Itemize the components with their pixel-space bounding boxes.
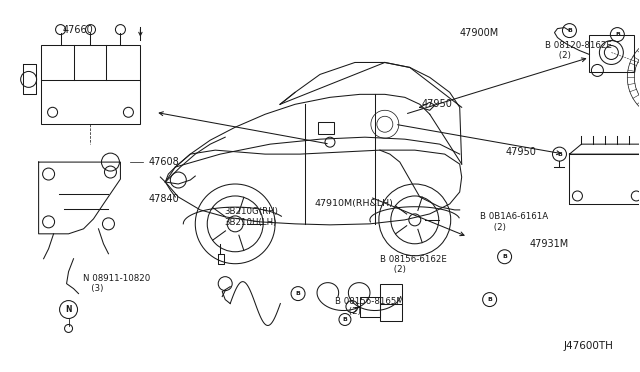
Text: 47660: 47660: [63, 25, 93, 35]
Text: B: B: [487, 297, 492, 302]
Text: 47931M: 47931M: [529, 239, 569, 249]
Text: B 08156-8165M
     (2): B 08156-8165M (2): [335, 297, 404, 316]
Text: B: B: [615, 32, 620, 37]
Text: B: B: [502, 254, 507, 259]
Text: 47950: 47950: [422, 99, 452, 109]
Text: B: B: [342, 317, 348, 322]
Text: B 08120-8162E
     (2): B 08120-8162E (2): [545, 41, 611, 60]
Bar: [40, 45, 140, 124]
Text: B 0B1A6-6161A
     (2): B 0B1A6-6161A (2): [479, 212, 548, 231]
Text: B: B: [567, 28, 572, 33]
Text: 47608: 47608: [148, 157, 179, 167]
Bar: [589, 35, 634, 73]
Text: 3B210G(RH)
3B210H(LH): 3B210G(RH) 3B210H(LH): [224, 207, 278, 227]
Text: N: N: [65, 305, 72, 314]
Text: 47950: 47950: [506, 147, 536, 157]
Text: N 08911-10820
   (3): N 08911-10820 (3): [83, 274, 150, 294]
Text: J47600TH: J47600TH: [563, 341, 613, 352]
Text: B 08156-6162E
     (2): B 08156-6162E (2): [380, 255, 447, 275]
Text: 47910M(RH&LH): 47910M(RH&LH): [314, 199, 393, 208]
Bar: [570, 154, 640, 204]
Bar: [360, 296, 380, 317]
Text: 47840: 47840: [148, 194, 179, 204]
Text: B: B: [557, 152, 562, 157]
Text: B: B: [296, 291, 301, 296]
Text: 47900M: 47900M: [460, 28, 499, 38]
Bar: [380, 283, 402, 321]
Bar: [318, 122, 334, 134]
